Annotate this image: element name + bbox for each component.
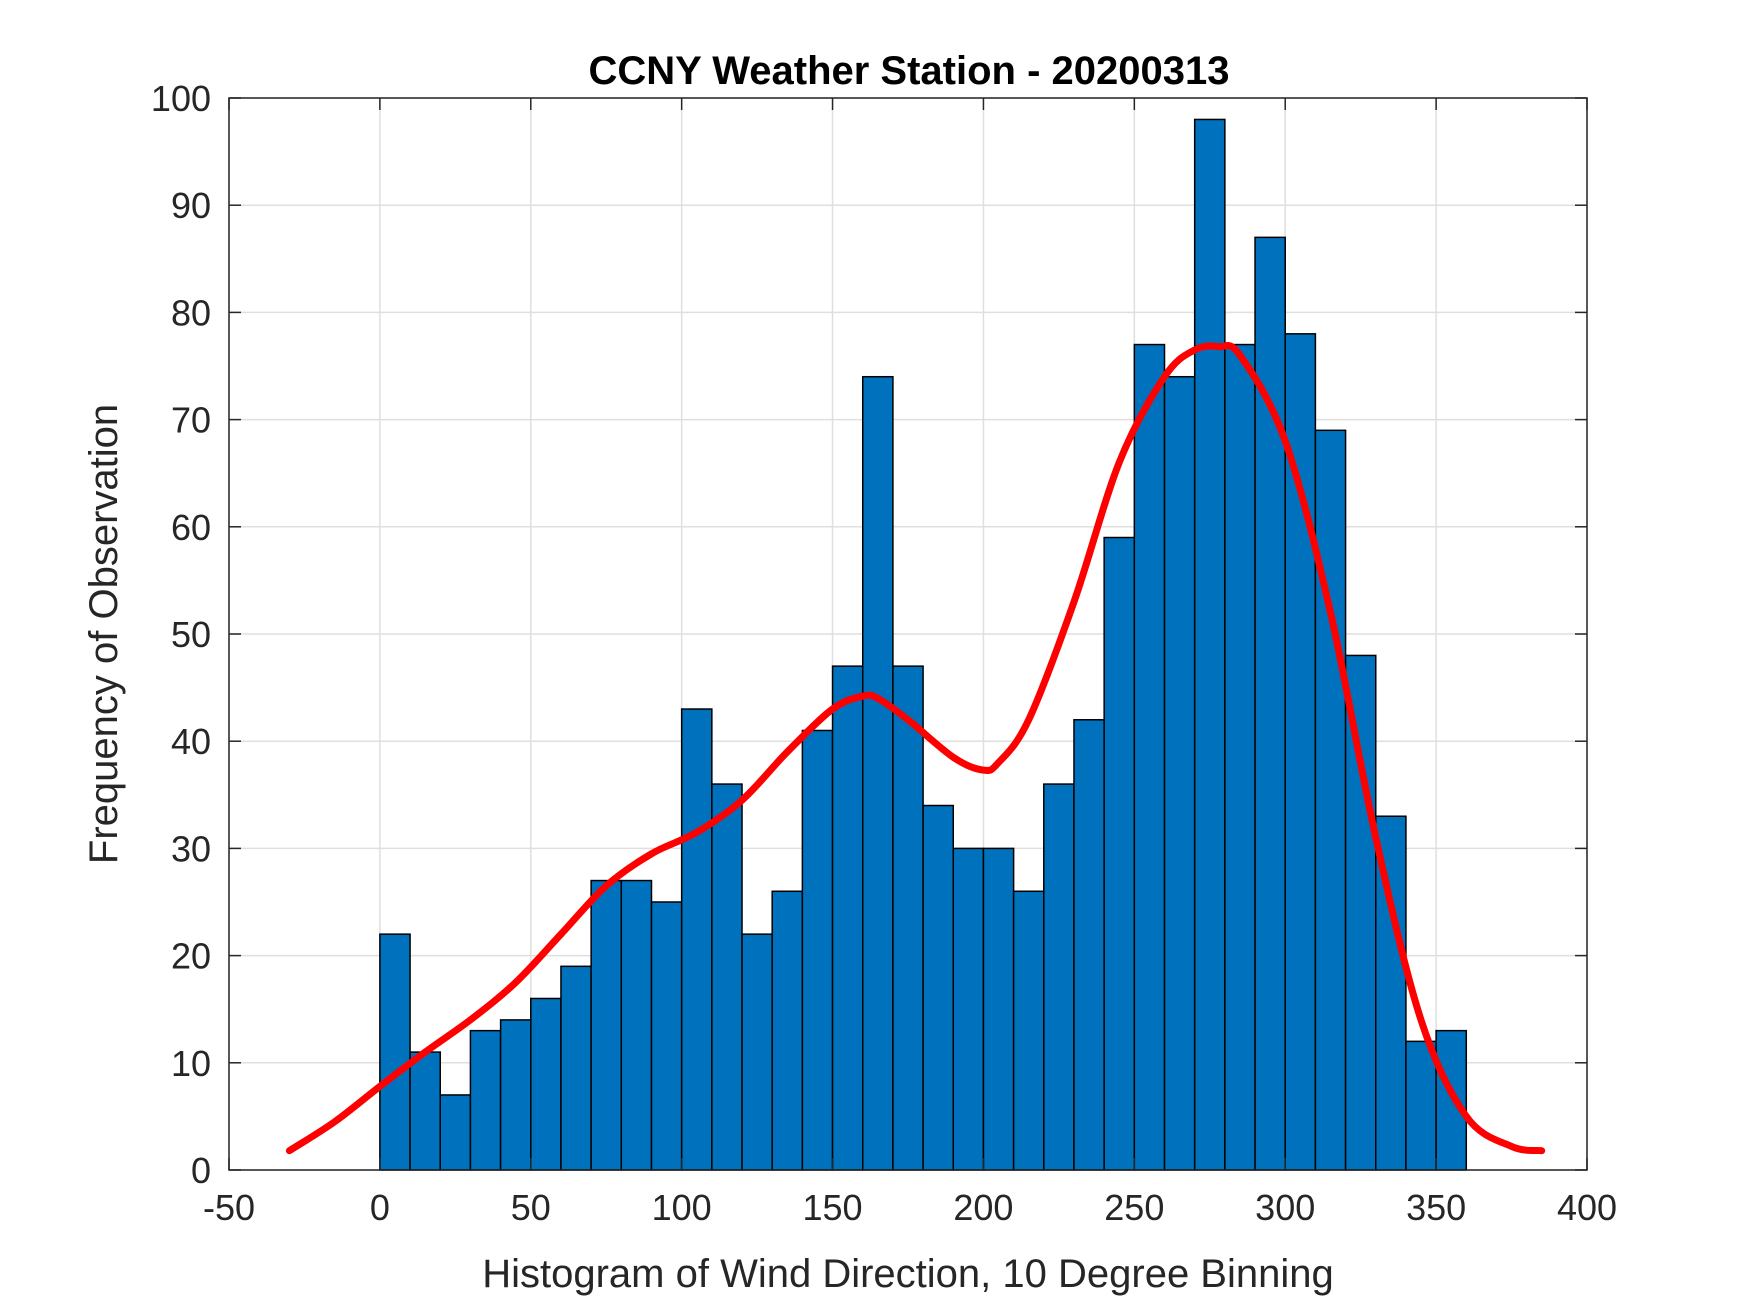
histogram-bar xyxy=(1043,783,1075,1171)
histogram-bar xyxy=(409,1051,441,1171)
histogram-bar xyxy=(680,708,713,1171)
y-tick-label: 30 xyxy=(171,828,211,869)
y-tick-label: 100 xyxy=(151,78,211,119)
histogram-bar xyxy=(1012,890,1045,1171)
x-tick-label: 300 xyxy=(1255,1187,1315,1228)
y-tick-label: 10 xyxy=(171,1043,211,1084)
histogram-bar xyxy=(831,665,864,1171)
histogram-bar xyxy=(1193,118,1226,1171)
x-tick-label: 200 xyxy=(953,1187,1013,1228)
histogram-bar xyxy=(1314,429,1347,1171)
x-tick-label: 0 xyxy=(370,1187,390,1228)
histogram-bar xyxy=(952,847,985,1171)
histogram-bar xyxy=(1073,719,1105,1171)
y-tick-label: 40 xyxy=(171,721,211,762)
y-tick-label: 0 xyxy=(191,1150,211,1191)
histogram-bar xyxy=(1103,536,1136,1171)
plot-area xyxy=(228,97,1588,1171)
histogram-bar xyxy=(469,1029,502,1171)
x-tick-label: 50 xyxy=(511,1187,551,1228)
y-tick-label: 60 xyxy=(171,507,211,548)
tick-marks xyxy=(228,97,1588,1171)
histogram-bar xyxy=(892,665,924,1171)
x-tick-label: 150 xyxy=(803,1187,863,1228)
histogram-bar xyxy=(590,879,623,1171)
histogram-bars xyxy=(379,118,1468,1171)
histogram-bar xyxy=(1405,1040,1437,1171)
histogram-bar xyxy=(499,1019,532,1171)
histogram-bar xyxy=(711,783,743,1171)
y-tick-label: 90 xyxy=(171,185,211,226)
histogram-bar xyxy=(1224,343,1256,1171)
x-tick-label: 250 xyxy=(1104,1187,1164,1228)
histogram-bar xyxy=(861,375,894,1171)
histogram-bar xyxy=(530,997,562,1171)
histogram-bar xyxy=(1254,236,1286,1171)
y-tick-label: 80 xyxy=(171,292,211,333)
histogram-bar xyxy=(1163,375,1196,1171)
x-tick-label: -50 xyxy=(203,1187,255,1228)
y-tick-label: 20 xyxy=(171,936,211,977)
histogram-bar xyxy=(1435,1029,1468,1171)
histogram-bar xyxy=(1133,343,1166,1171)
histogram-bar xyxy=(741,933,773,1171)
x-tick-label: 350 xyxy=(1406,1187,1466,1228)
histogram-bar xyxy=(1284,333,1317,1171)
y-tick-label: 50 xyxy=(171,614,211,655)
x-tick-labels: -50 0 50 100 150 200 250 300 350 400 xyxy=(203,1187,1617,1228)
histogram-bar xyxy=(922,804,955,1171)
histogram-bar xyxy=(650,901,683,1171)
fit-curve-line xyxy=(285,341,1546,1155)
y-axis-label: Frequency of Observation xyxy=(82,404,126,864)
histogram-bar xyxy=(379,933,411,1171)
histogram-bar xyxy=(620,879,653,1171)
y-tick-labels: 0 10 20 30 40 50 60 70 80 90 100 xyxy=(151,78,211,1191)
x-tick-label: 100 xyxy=(652,1187,712,1228)
histogram-bar xyxy=(1344,654,1377,1171)
histogram-bar xyxy=(439,1094,472,1171)
histogram-bar xyxy=(560,965,592,1171)
histogram-bar xyxy=(801,729,834,1171)
histogram-bar xyxy=(982,847,1015,1171)
x-tick-label: 400 xyxy=(1557,1187,1617,1228)
y-tick-label: 70 xyxy=(171,400,211,441)
x-axis-label: Histogram of Wind Direction, 10 Degree B… xyxy=(482,1252,1334,1296)
histogram-bar xyxy=(771,890,804,1171)
chart-title: CCNY Weather Station - 20200313 xyxy=(589,49,1230,93)
